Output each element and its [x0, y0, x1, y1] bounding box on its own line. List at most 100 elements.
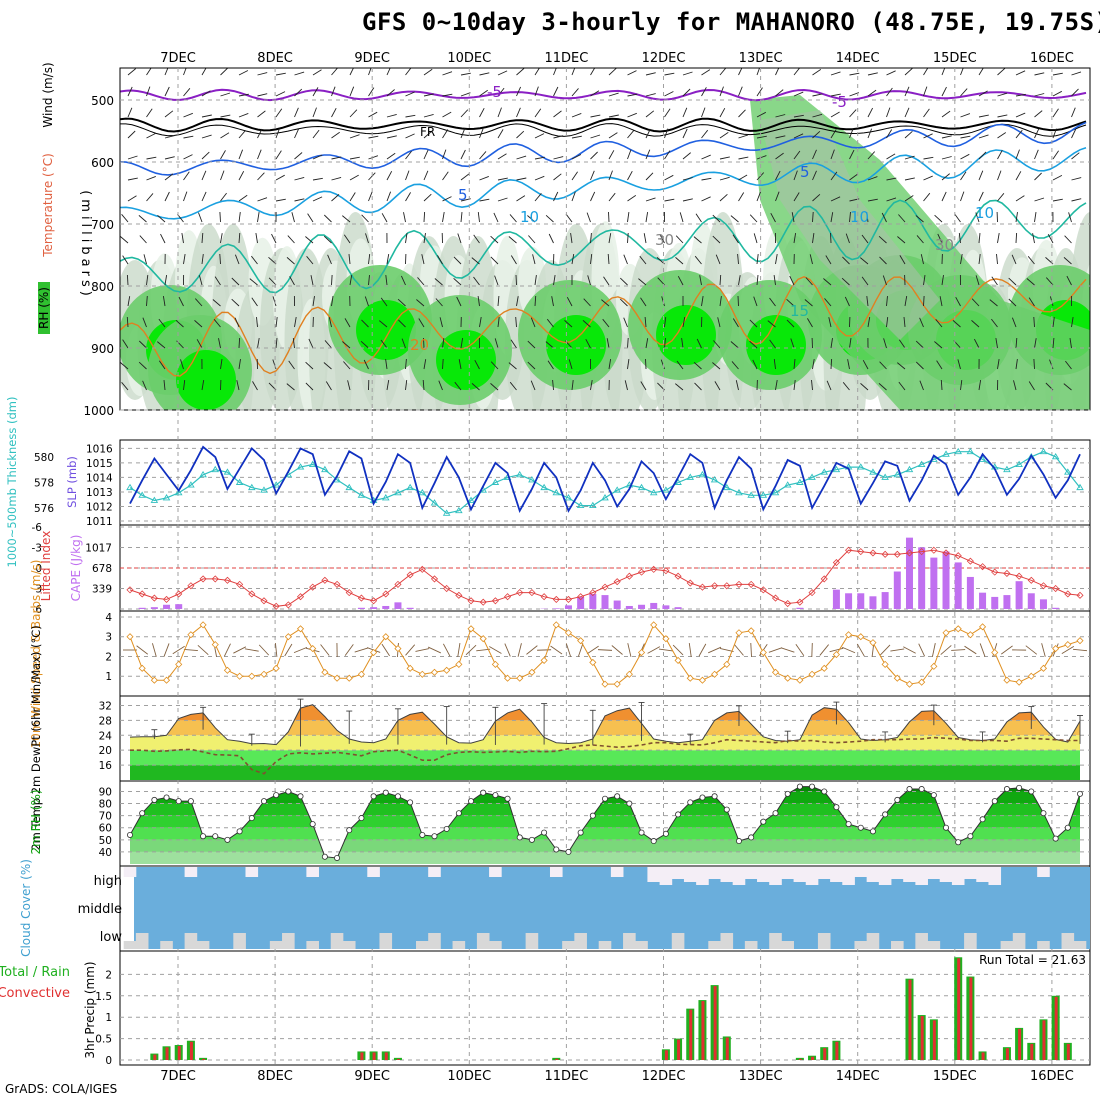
wind-barb	[1034, 72, 1045, 76]
wind10-point	[345, 674, 353, 682]
wind-barb	[1008, 277, 1017, 286]
wind10-point	[905, 680, 914, 688]
wind-barb	[701, 296, 704, 307]
thickness-point	[649, 488, 658, 496]
wind10-barb	[517, 643, 522, 657]
wind-barb	[405, 133, 415, 139]
slp-tick-label: 1014	[86, 472, 113, 484]
wind-barb	[294, 176, 305, 181]
wind-barb	[1015, 337, 1018, 349]
wind-barb	[1047, 233, 1054, 244]
precip-conv-bar	[360, 1052, 364, 1060]
wind-barb	[793, 233, 797, 244]
wind-barb	[162, 296, 166, 307]
wind-barb	[442, 212, 445, 223]
wind-barb	[1052, 337, 1055, 349]
wind-barb	[608, 68, 617, 76]
wind-barb	[844, 296, 850, 307]
wind-barb	[120, 362, 129, 370]
wind-barb	[294, 88, 303, 97]
cape-bar	[966, 576, 974, 609]
wind-barb	[735, 380, 739, 391]
wind-barb	[936, 360, 943, 370]
precip-conv-bar	[1030, 1043, 1034, 1060]
wind-barb	[882, 275, 887, 286]
wind-barb	[941, 156, 952, 160]
wind10-barb	[258, 644, 270, 656]
rh-shade-bright	[176, 350, 236, 410]
wind-barb	[553, 156, 564, 160]
thickness-point	[199, 470, 207, 478]
wind-barb	[997, 68, 1006, 76]
wind-barb	[349, 68, 354, 76]
wind-barb	[275, 338, 278, 349]
thickness-point	[686, 473, 695, 480]
wind-barb	[624, 380, 628, 391]
wind-barb	[937, 233, 943, 244]
date-label-top: 10DEC	[447, 51, 491, 66]
wind10-barb	[1025, 645, 1038, 655]
wind-barb	[497, 177, 508, 181]
wind-barb	[793, 170, 798, 181]
rh-point	[224, 836, 231, 843]
cloud-high-gap	[927, 867, 941, 879]
wind-barb	[738, 86, 743, 97]
wind10-point	[491, 660, 499, 668]
wind-barb	[257, 197, 268, 202]
wind-barb	[960, 191, 965, 202]
wind-barb	[793, 91, 804, 97]
li-point	[467, 597, 475, 605]
rh-point	[979, 816, 986, 823]
wind-barb	[997, 359, 1000, 370]
precip-conv-bar	[177, 1046, 181, 1060]
wind-barb	[996, 253, 998, 265]
wind10-barb	[526, 645, 538, 655]
upper-label-rh: RH (%)	[37, 287, 51, 329]
wind10-point	[150, 676, 158, 684]
wind-barb	[682, 152, 691, 160]
wind-barb	[738, 134, 749, 139]
thickness-point	[869, 468, 877, 475]
wind10-point	[589, 658, 597, 666]
wind-barb	[201, 114, 212, 118]
thickness-point	[162, 494, 171, 501]
cape-bar	[589, 593, 597, 609]
wind10-point	[942, 629, 950, 637]
precip-ylabel: 3hr Precip (mm)	[83, 961, 97, 1058]
wind-barb	[627, 337, 629, 349]
cloud-high-gap	[123, 867, 137, 877]
wind10-barb	[223, 643, 231, 657]
precip-panel-frame	[119, 950, 1091, 1066]
rh-point	[1028, 788, 1035, 795]
cloud-high-gap	[915, 867, 928, 885]
wind-barb	[442, 71, 453, 76]
cape-bar	[382, 605, 390, 609]
wind-barb	[978, 191, 984, 202]
wind-barb	[645, 72, 656, 76]
wind-barb	[201, 380, 205, 391]
precip-conv-bar	[1066, 1043, 1070, 1060]
thickness-point	[272, 481, 280, 488]
wind-barb	[146, 295, 148, 307]
wind10-barb	[565, 643, 572, 657]
li-point	[162, 595, 171, 603]
wind-barb	[194, 298, 203, 307]
wind-barb	[920, 254, 924, 265]
precip-tick-label: 0	[105, 1055, 112, 1067]
thickness-point	[564, 494, 573, 501]
wind-barb	[664, 91, 674, 97]
wind-barb	[438, 380, 443, 391]
wind-barb	[1052, 317, 1055, 328]
wind-barb	[701, 154, 711, 160]
date-label-bottom: 9DEC	[354, 1069, 390, 1084]
date-label-top: 13DEC	[739, 51, 783, 66]
wind-barb	[349, 134, 360, 139]
wind-barb	[645, 358, 647, 370]
wind-barb	[490, 361, 499, 370]
wind10-barb	[550, 645, 563, 655]
wind-barb	[571, 135, 582, 139]
cape-bar	[893, 571, 901, 609]
wind-barb	[530, 317, 536, 328]
wind-barb	[849, 109, 857, 118]
li-point	[1027, 576, 1035, 584]
